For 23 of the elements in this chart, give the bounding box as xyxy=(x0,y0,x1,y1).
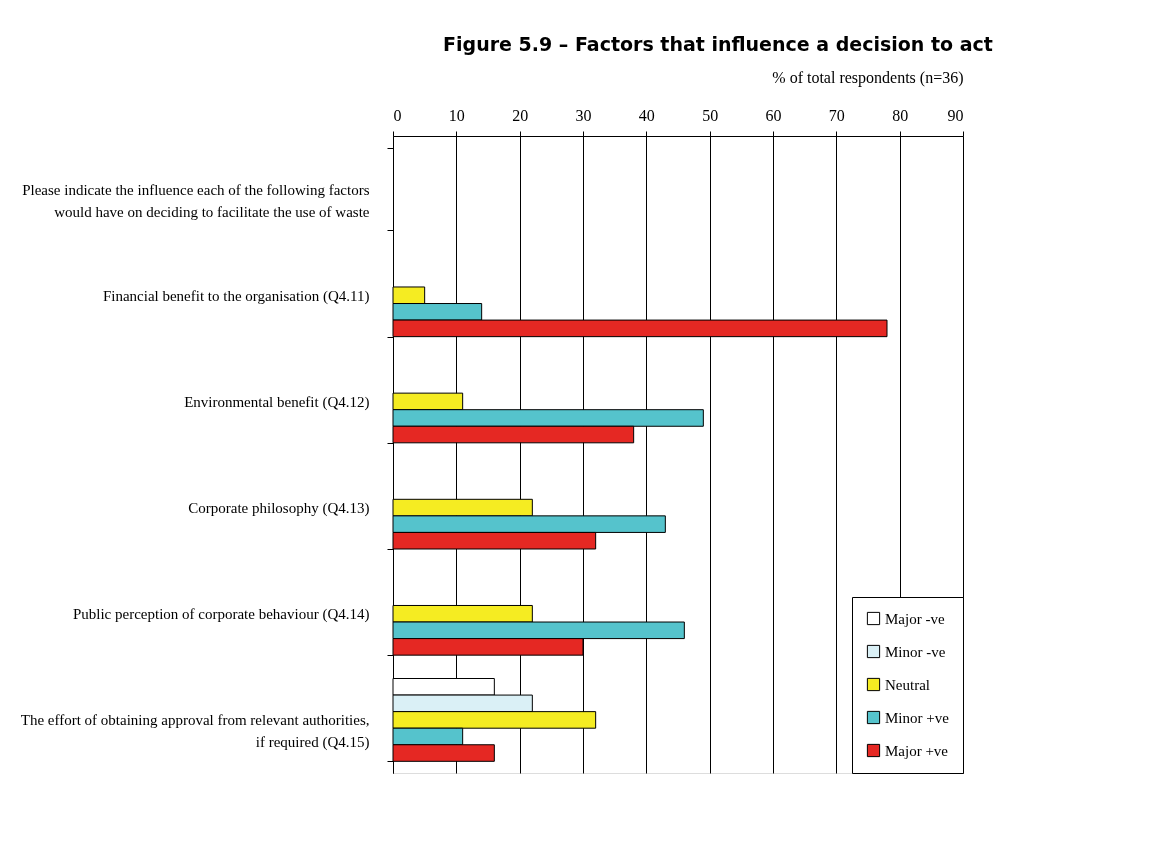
x-tick-label: 20 xyxy=(512,106,529,124)
x-tick-label: 40 xyxy=(638,106,655,124)
x-tick-label: 60 xyxy=(765,106,782,124)
legend-label: Major +ve xyxy=(885,742,949,759)
chart-title: Figure 5.9 – Factors that influence a decision to act xyxy=(443,33,993,55)
y-tick-label: Financial benefit to the organisation (Q4.11) xyxy=(102,287,370,305)
y-tick-label: The effort of obtaining approval from relevant authorities, if required (Q4.15) xyxy=(20,712,370,752)
x-tick-label: 90 xyxy=(947,106,964,124)
legend-label: Neutral xyxy=(885,676,930,693)
x-tick-label: 30 xyxy=(575,106,592,124)
x-tick-label: 80 xyxy=(892,106,909,124)
legend-label: Major -ve xyxy=(885,610,945,627)
x-tick-label: 70 xyxy=(828,106,845,124)
x-tick-label: 10 xyxy=(448,106,465,124)
x-tick-label: 0 xyxy=(393,106,402,124)
y-tick-label: Environmental benefit (Q4.12) xyxy=(184,393,370,411)
y-tick-label: Public perception of corporate behaviour (Q4.14) xyxy=(72,606,370,624)
legend-label: Minor -ve xyxy=(885,643,946,660)
y-tick-label: Corporate philosophy (Q4.13) xyxy=(188,500,370,518)
x-axis-title: % of total respondents (n=36) xyxy=(772,68,964,87)
legend-label: Minor +ve xyxy=(885,709,950,726)
y-tick-label: Please indicate the influence each of the following factors would have on deciding to facilitate the use of waste xyxy=(22,181,370,220)
x-tick-label: 50 xyxy=(702,106,719,124)
